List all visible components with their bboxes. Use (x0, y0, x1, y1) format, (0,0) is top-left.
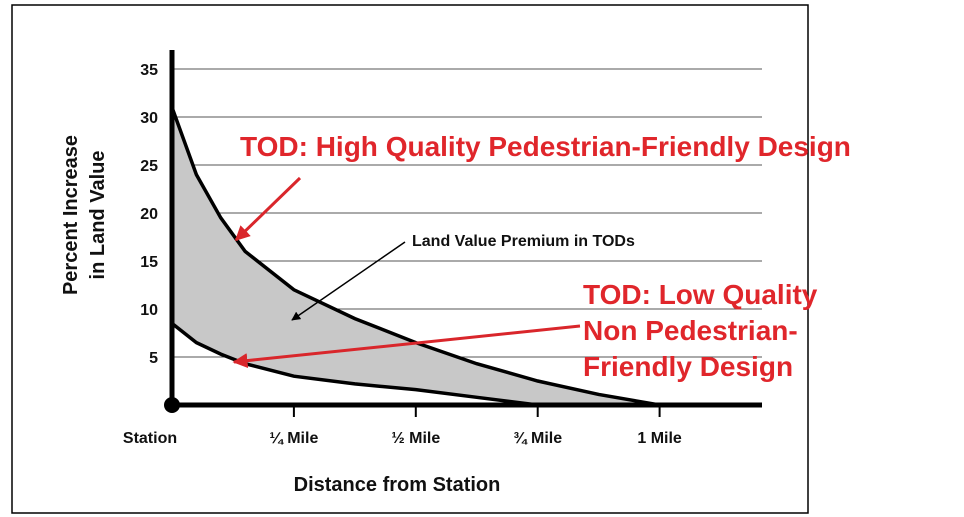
x-tick-label: 1 Mile (637, 430, 682, 447)
y-tick-label: 10 (140, 302, 158, 319)
y-tick-label: 15 (140, 254, 158, 271)
annotation: Non Pedestrian- (583, 315, 798, 346)
y-tick-label: 30 (140, 110, 158, 127)
x-tick-label: Station (123, 430, 177, 447)
x-tick-label: ¼ Mile (269, 430, 318, 447)
y-tick-label: 25 (140, 158, 158, 175)
y-tick-label: 35 (140, 62, 158, 79)
arrow (232, 324, 581, 369)
arrow (234, 176, 302, 242)
annotation: Friendly Design (583, 351, 793, 382)
y-tick-label: 5 (149, 350, 158, 367)
y-axis-label: Percent Increase (60, 135, 82, 295)
area (172, 107, 660, 406)
annotation: TOD: High Quality Pedestrian-Friendly De… (240, 131, 851, 162)
x-axis-label: Distance from Station (294, 474, 501, 496)
arrow (291, 241, 406, 321)
x-tick-label: ¾ Mile (513, 430, 562, 447)
origin-dot (164, 397, 180, 413)
frame (11, 4, 809, 514)
line (170, 322, 538, 407)
annotation: Land Value Premium in TODs (412, 233, 635, 250)
x-tick-label: ½ Mile (391, 430, 440, 447)
y-tick-label: 20 (140, 206, 158, 223)
grid: 5 10 15 20 25 30 35 Station ¼ Mile ½ Mile ¾ Mile 1 … (123, 62, 762, 447)
annotation: TOD: Low Quality (583, 279, 818, 310)
line (170, 106, 660, 407)
y-axis-label: in Land Value (87, 151, 109, 280)
plot (164, 50, 762, 413)
